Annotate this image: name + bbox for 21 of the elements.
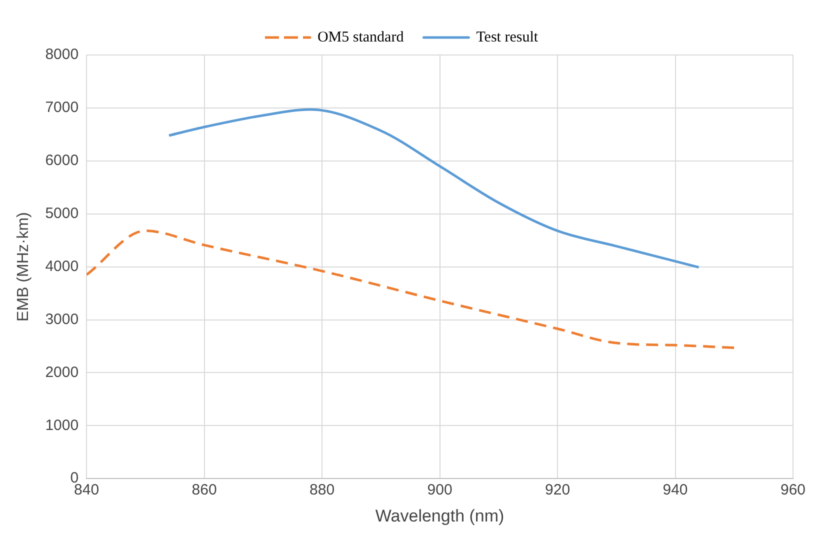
- x-tick-label: 960: [780, 482, 806, 499]
- y-tick-label: 7000: [45, 99, 79, 116]
- y-tick-label: 3000: [45, 310, 79, 328]
- line-series: [168, 108, 700, 269]
- line-series: [86, 230, 736, 350]
- legend-label: Test result: [476, 29, 539, 46]
- y-tick-label: 4000: [45, 258, 79, 275]
- y-axis-title: EMB (MHz·km): [15, 212, 32, 322]
- x-tick-label: 900: [427, 482, 452, 499]
- x-tick-label: 940: [662, 482, 688, 499]
- x-tick-label: 880: [310, 482, 335, 499]
- x-tick-label: 840: [74, 482, 100, 499]
- y-tick-label: 6000: [45, 152, 79, 170]
- y-tick-label: 5000: [45, 204, 79, 222]
- x-tick-label: 860: [192, 482, 217, 499]
- y-tick-label: 8000: [45, 46, 79, 64]
- x-axis-title: Wavelength (nm): [375, 506, 504, 526]
- legend-label: OM5 standard: [317, 29, 404, 46]
- y-tick-label: 2000: [45, 364, 79, 381]
- x-tick-label: 920: [545, 482, 570, 499]
- y-tick-label: 1000: [45, 416, 79, 434]
